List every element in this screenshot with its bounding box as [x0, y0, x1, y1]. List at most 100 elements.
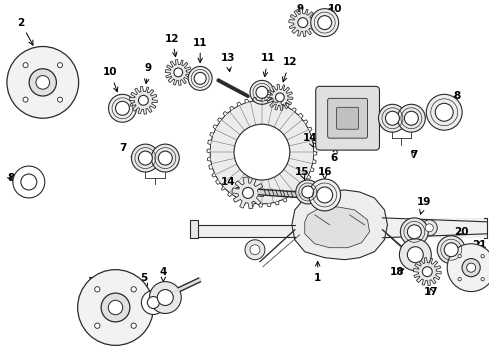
Text: 18: 18 — [390, 267, 405, 276]
Text: 12: 12 — [165, 33, 179, 57]
Circle shape — [309, 179, 341, 211]
Polygon shape — [267, 84, 293, 110]
Circle shape — [147, 297, 159, 309]
Text: 8: 8 — [7, 173, 15, 183]
Circle shape — [435, 103, 453, 121]
Circle shape — [23, 63, 28, 68]
Circle shape — [481, 255, 484, 258]
Circle shape — [462, 258, 480, 277]
Circle shape — [13, 166, 45, 198]
Circle shape — [458, 255, 461, 258]
Text: 9: 9 — [145, 63, 152, 84]
Circle shape — [400, 218, 428, 246]
Text: 15: 15 — [294, 167, 309, 180]
Polygon shape — [292, 190, 388, 260]
Circle shape — [296, 180, 319, 204]
Circle shape — [36, 76, 49, 89]
Circle shape — [157, 289, 173, 306]
Circle shape — [149, 282, 181, 314]
Polygon shape — [210, 100, 314, 204]
Text: 7: 7 — [411, 150, 418, 160]
Text: 19: 19 — [417, 197, 432, 214]
Circle shape — [318, 15, 332, 30]
Text: 14: 14 — [221, 177, 241, 188]
Circle shape — [108, 94, 136, 122]
Circle shape — [386, 111, 399, 125]
Circle shape — [131, 144, 159, 172]
Text: 2: 2 — [17, 18, 33, 45]
Circle shape — [250, 80, 274, 104]
Text: 13: 13 — [221, 54, 235, 72]
Circle shape — [404, 111, 418, 125]
Circle shape — [29, 69, 56, 96]
Circle shape — [298, 18, 308, 28]
FancyBboxPatch shape — [337, 107, 359, 129]
Text: 10: 10 — [103, 67, 118, 92]
Text: 12: 12 — [283, 58, 297, 82]
Text: 14: 14 — [302, 133, 317, 147]
Polygon shape — [289, 9, 317, 36]
Circle shape — [466, 263, 476, 272]
Circle shape — [234, 124, 290, 180]
Text: 20: 20 — [454, 227, 468, 237]
Polygon shape — [232, 177, 264, 209]
Circle shape — [437, 236, 465, 264]
Circle shape — [116, 101, 129, 115]
Circle shape — [77, 270, 153, 345]
Circle shape — [131, 287, 136, 292]
Circle shape — [151, 144, 179, 172]
Text: 11: 11 — [193, 37, 207, 63]
Circle shape — [131, 323, 136, 328]
Polygon shape — [305, 207, 369, 248]
Circle shape — [95, 323, 100, 328]
Circle shape — [302, 186, 314, 198]
Text: 10: 10 — [327, 4, 342, 14]
Circle shape — [194, 72, 206, 84]
Circle shape — [426, 94, 462, 130]
Polygon shape — [195, 225, 295, 237]
Circle shape — [174, 68, 183, 77]
Text: 7: 7 — [119, 143, 143, 167]
Circle shape — [142, 291, 165, 315]
Circle shape — [256, 86, 268, 98]
Polygon shape — [383, 218, 487, 238]
Circle shape — [407, 225, 421, 239]
Circle shape — [21, 174, 37, 190]
Text: 9: 9 — [296, 4, 303, 14]
Circle shape — [425, 224, 433, 232]
FancyBboxPatch shape — [190, 220, 198, 238]
Circle shape — [23, 97, 28, 102]
Circle shape — [245, 240, 265, 260]
Text: 21: 21 — [472, 240, 487, 250]
Circle shape — [422, 267, 432, 276]
Circle shape — [250, 245, 260, 255]
Circle shape — [57, 63, 63, 68]
Text: 5: 5 — [140, 273, 147, 288]
Text: 16: 16 — [318, 167, 332, 180]
Circle shape — [101, 293, 130, 322]
Circle shape — [399, 239, 431, 271]
Circle shape — [108, 300, 122, 315]
Polygon shape — [129, 86, 157, 114]
Circle shape — [7, 46, 78, 118]
Circle shape — [317, 187, 333, 203]
Circle shape — [378, 104, 406, 132]
Text: 6: 6 — [330, 148, 337, 163]
Circle shape — [158, 151, 172, 165]
Text: 11: 11 — [261, 54, 275, 77]
Polygon shape — [414, 258, 441, 285]
FancyBboxPatch shape — [316, 86, 379, 150]
Circle shape — [57, 97, 63, 102]
Circle shape — [139, 95, 148, 105]
Polygon shape — [165, 59, 191, 85]
Circle shape — [444, 243, 458, 257]
Circle shape — [397, 104, 425, 132]
Circle shape — [447, 244, 490, 292]
Circle shape — [481, 278, 484, 281]
Circle shape — [95, 287, 100, 292]
Text: 8: 8 — [453, 91, 461, 101]
Text: 1: 1 — [314, 262, 321, 283]
Circle shape — [421, 220, 437, 236]
Circle shape — [311, 9, 339, 37]
Circle shape — [275, 93, 284, 102]
